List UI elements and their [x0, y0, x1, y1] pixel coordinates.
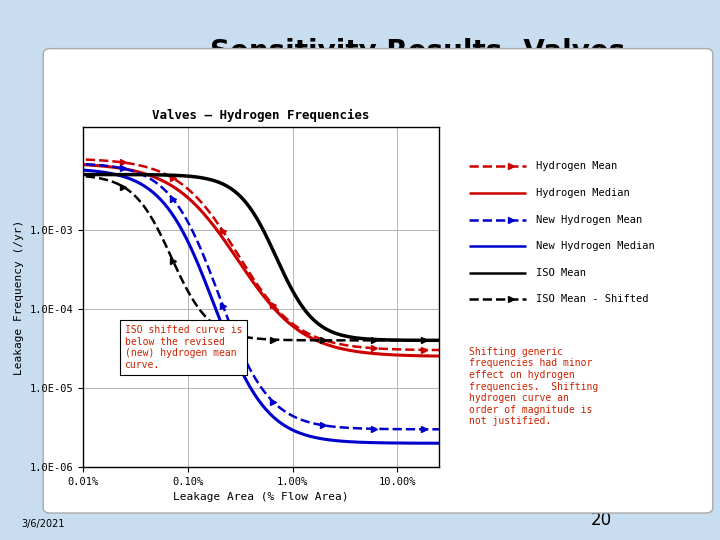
Hydrogen Mean	[298, 327, 307, 333]
ISO Mean - Shifted	[70, 172, 78, 179]
New Hydrogen Mean	[68, 160, 77, 167]
New Hydrogen Mean	[298, 417, 307, 423]
Line: New Hydrogen Median: New Hydrogen Median	[73, 170, 448, 443]
New Hydrogen Median	[292, 428, 300, 435]
Text: Hydrogen Mean: Hydrogen Mean	[536, 161, 617, 171]
Hydrogen Median	[408, 353, 417, 359]
Hydrogen Mean	[70, 156, 78, 163]
New Hydrogen Median	[70, 166, 78, 173]
Hydrogen Mean	[292, 323, 300, 329]
Line: New Hydrogen Mean: New Hydrogen Mean	[70, 161, 450, 432]
Hydrogen Median	[298, 329, 307, 336]
Line: Hydrogen Mean: Hydrogen Mean	[70, 157, 450, 353]
ISO Mean - Shifted	[292, 337, 300, 343]
Line: ISO Mean: ISO Mean	[73, 174, 448, 340]
New Hydrogen Median	[384, 440, 393, 446]
ISO Mean	[290, 291, 299, 298]
New Hydrogen Median	[408, 440, 417, 447]
ISO Mean	[444, 337, 452, 343]
Hydrogen Mean	[444, 347, 452, 353]
Text: Hydrogen Median: Hydrogen Median	[536, 188, 629, 198]
Hydrogen Mean	[408, 347, 417, 353]
ISO Mean	[408, 337, 417, 343]
Text: ISO Mean - Shifted: ISO Mean - Shifted	[536, 294, 648, 305]
Line: Hydrogen Median: Hydrogen Median	[73, 164, 448, 356]
Text: 20: 20	[590, 511, 611, 529]
Text: New Hydrogen Median: New Hydrogen Median	[536, 241, 654, 251]
Hydrogen Median	[384, 352, 393, 358]
Hydrogen Median	[292, 325, 300, 332]
Text: New Hydrogen Mean: New Hydrogen Mean	[536, 214, 642, 225]
Y-axis label: Leakage Frequency (/yr): Leakage Frequency (/yr)	[14, 219, 24, 375]
New Hydrogen Mean	[384, 426, 393, 433]
ISO Mean	[298, 303, 307, 309]
ISO Mean - Shifted	[408, 337, 417, 343]
Text: 3/6/2021: 3/6/2021	[22, 519, 65, 529]
ISO Mean	[68, 171, 77, 178]
New Hydrogen Median	[444, 440, 452, 447]
ISO Mean	[292, 293, 300, 300]
Hydrogen Mean	[384, 346, 393, 352]
Hydrogen Mean	[68, 156, 77, 163]
New Hydrogen Median	[298, 430, 307, 437]
New Hydrogen Mean	[290, 414, 299, 420]
ISO Mean - Shifted	[298, 337, 307, 343]
Text: Sensitivity Results- Valves: Sensitivity Results- Valves	[210, 38, 625, 66]
ISO Mean	[70, 171, 78, 178]
Hydrogen Median	[68, 161, 77, 167]
New Hydrogen Median	[68, 166, 77, 173]
Hydrogen Median	[444, 353, 452, 360]
ISO Mean - Shifted	[444, 337, 452, 343]
Text: ISO shifted curve is
below the revised
(new) hydrogen mean
curve.: ISO shifted curve is below the revised (…	[125, 325, 242, 370]
ISO Mean - Shifted	[68, 172, 77, 179]
Hydrogen Mean	[290, 322, 299, 328]
Title: Valves – Hydrogen Frequencies: Valves – Hydrogen Frequencies	[152, 109, 370, 122]
Hydrogen Median	[70, 161, 78, 167]
New Hydrogen Mean	[70, 160, 78, 167]
Text: ISO Mean: ISO Mean	[536, 268, 585, 278]
ISO Mean - Shifted	[384, 337, 393, 343]
Hydrogen Median	[290, 324, 299, 330]
New Hydrogen Median	[290, 428, 299, 434]
ISO Mean	[384, 336, 393, 343]
Line: ISO Mean - Shifted: ISO Mean - Shifted	[70, 173, 450, 343]
X-axis label: Leakage Area (% Flow Area): Leakage Area (% Flow Area)	[174, 492, 348, 502]
New Hydrogen Mean	[408, 426, 417, 433]
Text: Shifting generic
frequencies had minor
effect on hydrogen
frequencies.  Shifting: Shifting generic frequencies had minor e…	[469, 347, 599, 427]
New Hydrogen Mean	[292, 414, 300, 421]
New Hydrogen Mean	[444, 426, 452, 433]
ISO Mean - Shifted	[290, 337, 299, 343]
